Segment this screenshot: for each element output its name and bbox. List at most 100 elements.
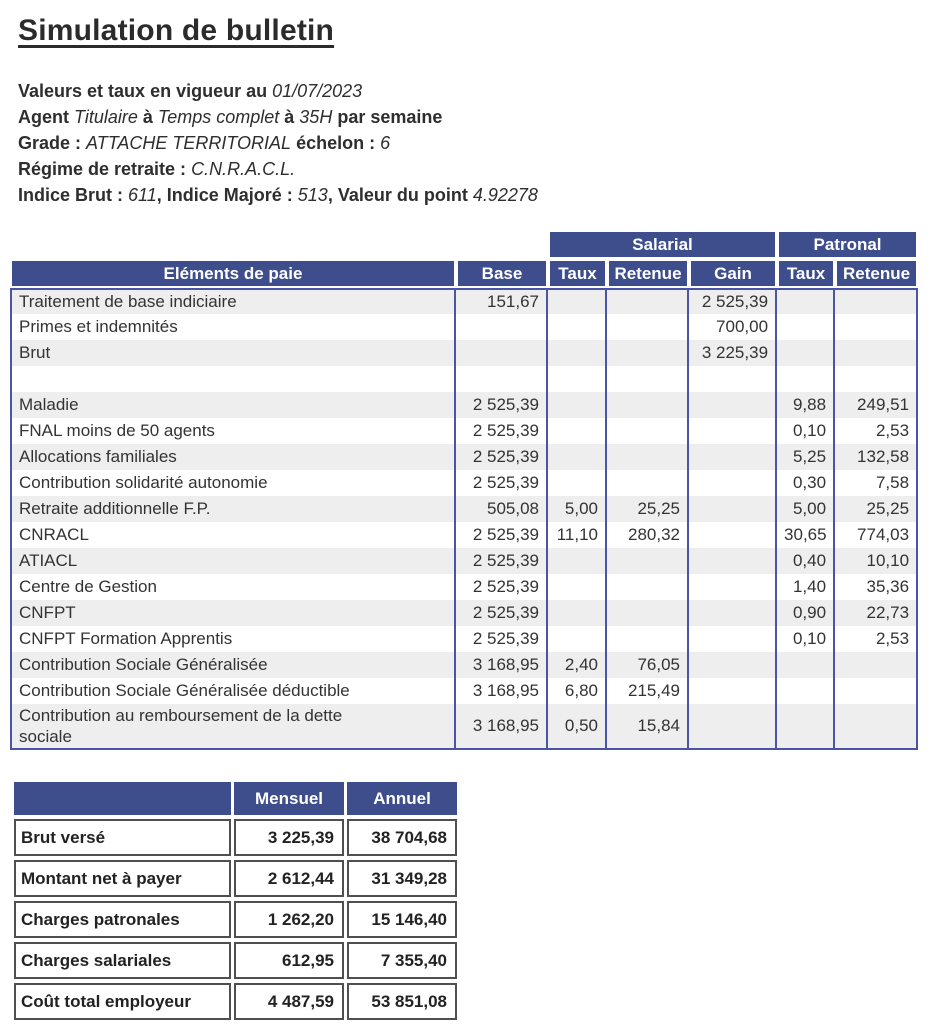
pay-cell-label: Contribution au remboursement de la dett… <box>10 704 456 750</box>
pay-cell-gain <box>689 418 778 444</box>
pay-row: Primes et indemnités 700,00 <box>10 314 919 340</box>
pay-cell-gain: 700,00 <box>689 314 778 340</box>
parameter-segment-bold: à <box>279 107 300 127</box>
pay-cell-base: 2 525,39 <box>456 574 548 600</box>
pay-cell-label: Contribution Sociale Généralisée déducti… <box>10 678 456 704</box>
pay-row: Allocations familiales 2 525,39 5,25 132,58 <box>10 444 919 470</box>
parameter-segment-bold: à <box>137 107 158 127</box>
group-header-row: Salarial Patronal <box>10 230 919 259</box>
pay-cell-patronal-taux <box>777 314 836 340</box>
pay-cell-patronal-retenue: 25,25 <box>835 496 919 522</box>
pay-cell-patronal-retenue: 10,10 <box>835 548 919 574</box>
pay-cell-gain <box>689 574 778 600</box>
pay-cell-label: Traitement de base indiciaire <box>10 288 456 314</box>
totals-table: Mensuel Annuel Brut versé 3 225,39 38 704,… <box>11 778 460 1024</box>
totals-cell-label: Brut versé <box>14 819 231 856</box>
group-header-spacer <box>10 230 548 259</box>
pay-cell-gain <box>689 626 778 652</box>
pay-cell-gain <box>689 678 778 704</box>
pay-cell-patronal-retenue <box>835 340 919 366</box>
pay-cell-label: Contribution Sociale Généralisée <box>10 652 456 678</box>
column-header-salarial-retenue: Retenue <box>607 259 689 288</box>
pay-row: Brut 3 225,39 <box>10 340 919 366</box>
pay-cell-salarial-taux <box>548 288 607 314</box>
pay-cell-salarial-retenue <box>607 626 689 652</box>
pay-cell-label: Retraite additionnelle F.P. <box>10 496 456 522</box>
pay-cell-gain: 3 225,39 <box>689 340 778 366</box>
totals-cell-mensuel: 4 487,59 <box>234 983 344 1020</box>
pay-cell-salarial-taux: 0,50 <box>548 704 607 750</box>
pay-cell-patronal-taux <box>777 678 836 704</box>
pay-cell-base: 2 525,39 <box>456 444 548 470</box>
pay-cell-gain <box>689 392 778 418</box>
parameter-segment-italic: 4.92278 <box>472 185 538 205</box>
totals-row: Coût total employeur 4 487,59 53 851,08 <box>14 983 457 1020</box>
pay-cell-patronal-taux <box>777 652 836 678</box>
pay-cell-base: 3 168,95 <box>456 678 548 704</box>
pay-cell-patronal-taux <box>777 704 836 750</box>
pay-cell-patronal-taux: 0,90 <box>777 600 836 626</box>
pay-row: Contribution Sociale Généralisée déducti… <box>10 678 919 704</box>
pay-cell-label: Primes et indemnités <box>10 314 456 340</box>
pay-cell-salarial-taux <box>548 392 607 418</box>
parameter-segment-italic: C.N.R.A.C.L. <box>191 159 296 179</box>
pay-cell-salarial-taux <box>548 418 607 444</box>
pay-cell-patronal-taux: 0,40 <box>777 548 836 574</box>
pay-cell-label-text: Contribution au remboursement de la dett… <box>19 706 343 746</box>
group-header-patronal: Patronal <box>777 230 919 259</box>
pay-cell-patronal-retenue: 22,73 <box>835 600 919 626</box>
pay-cell-label: Contribution solidarité autonomie <box>10 470 456 496</box>
totals-header-annuel: Annuel <box>347 782 457 815</box>
pay-cell-base <box>456 366 548 392</box>
totals-cell-annuel: 31 349,28 <box>347 860 457 897</box>
column-header-elements: Eléments de paie <box>10 259 456 288</box>
pay-row: Traitement de base indiciaire 151,67 2 525… <box>10 288 919 314</box>
pay-cell-salarial-retenue <box>607 418 689 444</box>
pay-cell-salarial-retenue <box>607 548 689 574</box>
pay-cell-patronal-taux: 5,00 <box>777 496 836 522</box>
totals-row: Brut versé 3 225,39 38 704,68 <box>14 819 457 856</box>
page-title: Simulation de bulletin <box>18 14 335 47</box>
pay-cell-salarial-taux: 5,00 <box>548 496 607 522</box>
pay-cell-patronal-retenue <box>835 652 919 678</box>
parameter-segment-bold: , <box>156 185 167 205</box>
parameter-line: Grade : ATTACHE TERRITORIAL échelon : 6 <box>18 130 926 156</box>
pay-cell-salarial-taux <box>548 600 607 626</box>
pay-cell-label: CNFPT Formation Apprentis <box>10 626 456 652</box>
pay-cell-gain <box>689 548 778 574</box>
pay-cell-gain <box>689 366 778 392</box>
pay-cell-salarial-taux: 2,40 <box>548 652 607 678</box>
pay-cell-gain <box>689 444 778 470</box>
pay-cell-gain <box>689 496 778 522</box>
pay-cell-patronal-taux <box>777 366 836 392</box>
pay-cell-patronal-retenue <box>835 366 919 392</box>
pay-cell-salarial-taux: 11,10 <box>548 522 607 548</box>
parameter-segment-bold: Indice Brut : <box>18 185 129 205</box>
pay-cell-base: 2 525,39 <box>456 626 548 652</box>
pay-cell-gain <box>689 652 778 678</box>
pay-cell-salarial-retenue <box>607 574 689 600</box>
pay-cell-patronal-taux: 9,88 <box>777 392 836 418</box>
totals-cell-annuel: 15 146,40 <box>347 901 457 938</box>
pay-cell-salarial-retenue <box>607 314 689 340</box>
totals-section: Mensuel Annuel Brut versé 3 225,39 38 704,… <box>11 778 926 1024</box>
totals-cell-annuel: 38 704,68 <box>347 819 457 856</box>
parameter-segment-bold: Valeur du point <box>337 185 473 205</box>
pay-cell-base: 2 525,39 <box>456 548 548 574</box>
pay-cell-label <box>10 366 456 392</box>
pay-cell-salarial-taux <box>548 574 607 600</box>
pay-row: CNFPT 2 525,39 0,90 22,73 <box>10 600 919 626</box>
totals-row: Montant net à payer 2 612,44 31 349,28 <box>14 860 457 897</box>
pay-cell-base: 505,08 <box>456 496 548 522</box>
pay-cell-patronal-taux <box>777 288 836 314</box>
pay-cell-base: 2 525,39 <box>456 600 548 626</box>
pay-cell-base: 2 525,39 <box>456 522 548 548</box>
pay-cell-patronal-retenue: 7,58 <box>835 470 919 496</box>
pay-cell-patronal-taux: 0,30 <box>777 470 836 496</box>
totals-header-spacer <box>14 782 231 815</box>
pay-cell-gain: 2 525,39 <box>689 288 778 314</box>
pay-cell-label: Maladie <box>10 392 456 418</box>
pay-cell-salarial-taux <box>548 444 607 470</box>
pay-cell-salarial-retenue <box>607 470 689 496</box>
parameter-segment-bold: Valeurs et taux en vigueur au <box>18 81 273 101</box>
